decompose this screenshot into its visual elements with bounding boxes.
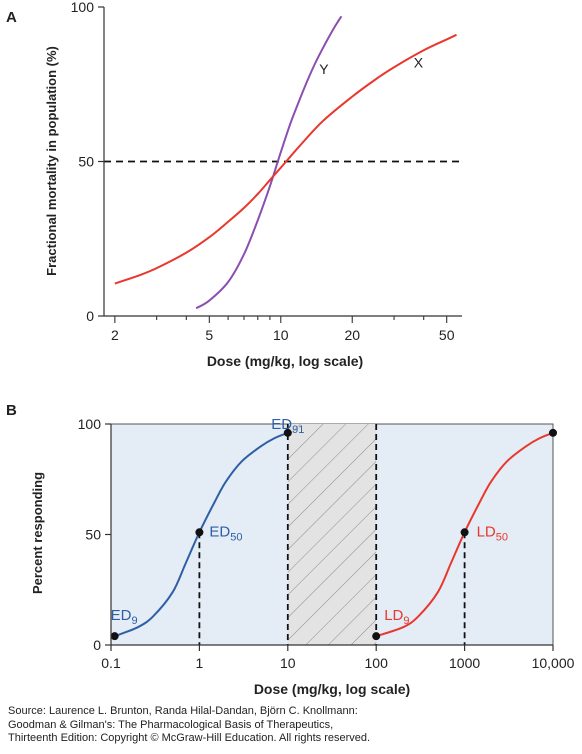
panel-b-marker — [195, 528, 204, 537]
panel-b-label: B — [6, 402, 17, 419]
panel-a-xlabel: Dose (mg/kg, log scale) — [207, 353, 363, 369]
panel-a-x-tick-label: 2 — [111, 327, 119, 343]
panel-b-markers — [110, 428, 557, 641]
panel-a-y-tick-label: 0 — [86, 308, 94, 324]
panel-a-series — [114, 15, 457, 310]
source-line-1: Source: Laurence L. Brunton, Randa Hilal… — [8, 705, 358, 717]
panel-b-annotation-ed9: ED9 — [111, 607, 138, 627]
panel-b-annotation-ed50: ED50 — [209, 523, 242, 543]
panel-a-axes: 0 50 100 2 5 10 20 50 — [71, 0, 462, 343]
panel-b-y-tick-label: 0 — [93, 637, 101, 653]
panel-b-hatched-region — [287, 424, 377, 645]
source-line-3: Thirteenth Edition: Copyright © McGraw-H… — [8, 732, 371, 744]
panel-b-drop-lines — [198, 424, 466, 645]
panel-b-curve-ed — [114, 431, 289, 638]
panel-b: B 0 50 100 0.1 1 10 100 1000 10,000 ED9 ED50 ED91 L… — [6, 402, 575, 697]
panel-a-y-tick-label: 50 — [78, 154, 94, 170]
panel-b-x-tick-label: 1000 — [449, 655, 480, 671]
panel-b-marker — [372, 632, 381, 641]
panel-a-x-tick-label: 5 — [205, 327, 213, 343]
panel-b-annotation-ld9: LD9 — [384, 607, 409, 627]
panel-b-x-tick-label: 10,000 — [532, 655, 575, 671]
panel-b-series — [114, 431, 554, 638]
panel-b-annotations: ED9 ED50 ED91 LD9 LD50 — [111, 416, 508, 627]
panel-b-marker — [460, 528, 469, 537]
panel-b-x-tick-label: 100 — [365, 655, 389, 671]
panel-a-x-tick-label: 50 — [439, 327, 455, 343]
panel-b-axes: 0 50 100 0.1 1 10 100 1000 10,000 — [78, 416, 575, 671]
panel-b-xlabel: Dose (mg/kg, log scale) — [254, 681, 410, 697]
panel-a-x-tick-label: 20 — [344, 327, 360, 343]
panel-b-marker — [283, 428, 292, 437]
panel-a-label: A — [6, 9, 17, 26]
panel-a-ylabel: Fractional mortality in population (%) — [44, 46, 59, 276]
panel-b-annotation-ed91: ED91 — [271, 416, 304, 436]
source-citation: Source: Laurence L. Brunton, Randa Hilal… — [8, 705, 370, 746]
panel-b-annotation-ld50: LD50 — [477, 523, 508, 543]
panel-b-marker — [110, 632, 119, 641]
panel-b-x-tick-label: 0.1 — [101, 655, 121, 671]
panel-b-x-tick-label: 10 — [280, 655, 296, 671]
panel-b-marker — [549, 428, 557, 437]
panel-a-series-label-x: X — [414, 55, 424, 71]
panel-b-y-tick-label: 100 — [78, 416, 102, 432]
panel-a-series-label-y: Y — [319, 61, 329, 77]
panel-b-ylabel: Percent responding — [30, 472, 45, 594]
panel-a-curve-y — [195, 15, 343, 310]
panel-b-x-tick-label: 1 — [196, 655, 204, 671]
panel-a-y-tick-label: 100 — [71, 0, 95, 15]
panel-b-curve-ld — [375, 431, 554, 638]
panel-b-y-tick-label: 50 — [85, 527, 101, 543]
panel-a-curve-x — [114, 33, 457, 285]
panel-a-x-tick-label: 10 — [273, 327, 289, 343]
source-line-2: Goodman & Gilman's: The Pharmacological … — [8, 718, 334, 731]
